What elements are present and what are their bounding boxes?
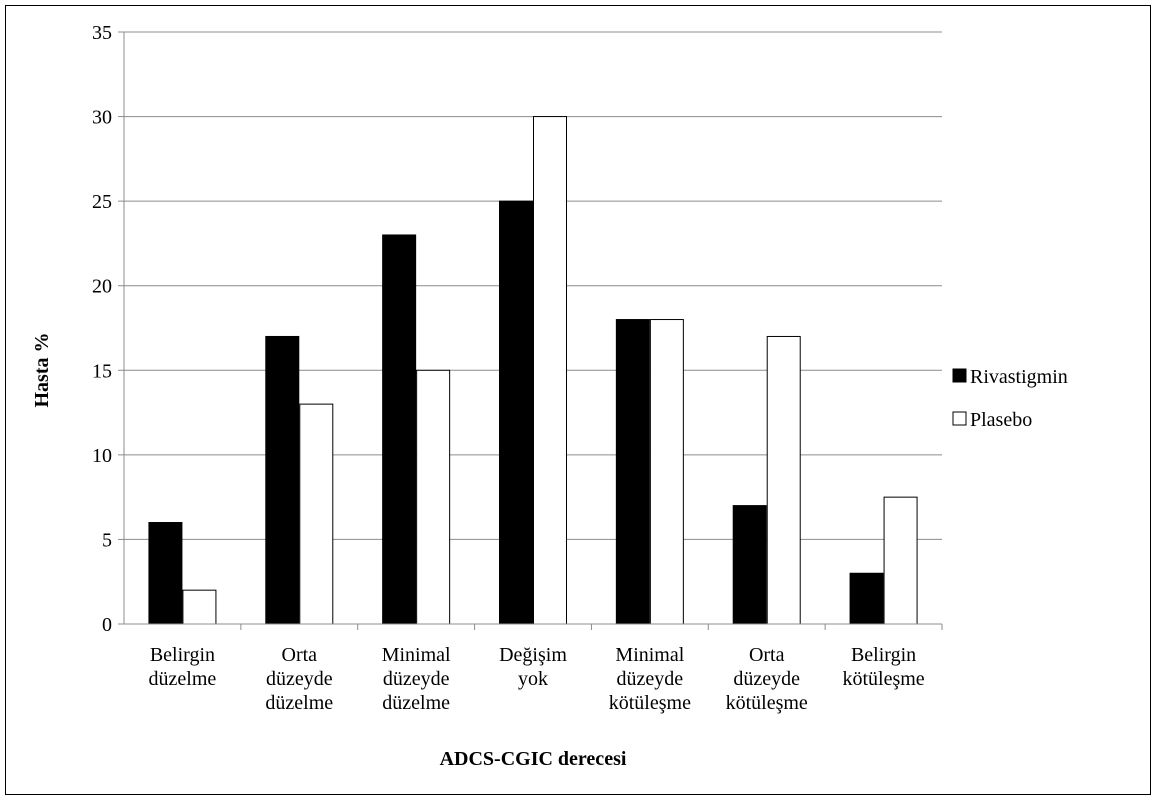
x-category-label: Minimal düzeyde kötüleşme <box>609 644 691 714</box>
x-category-label-line: Orta <box>282 644 318 666</box>
bar-plasebo <box>416 369 451 625</box>
y-tick-label: 35 <box>92 22 112 44</box>
x-axis-title: ADCS-CGIC derecesi <box>440 748 627 770</box>
x-category-label-line: düzeyde <box>617 668 684 690</box>
x-category-label-line: Minimal <box>615 644 684 666</box>
bars <box>148 116 918 625</box>
x-category-label-line: Belirgin <box>150 644 215 666</box>
y-tick-label: 5 <box>102 529 112 551</box>
y-tick-label: 30 <box>92 107 112 129</box>
x-category-label-line: düzeyde <box>383 668 450 690</box>
x-category-label-line: kötüleşme <box>609 692 691 714</box>
bar-plasebo <box>533 116 567 625</box>
bar-rivastigmin <box>499 200 533 625</box>
x-category-label: Belirgin kötüleşme <box>842 644 924 690</box>
x-category-label-line: Orta <box>749 644 785 666</box>
y-tick-label: 20 <box>92 276 112 298</box>
legend-label-rivastigmin: Rivastigmin <box>970 366 1068 388</box>
x-category-label-line: düzeyde <box>266 668 333 690</box>
y-axis-title: Hasta % <box>31 333 53 408</box>
x-category-label-line: kötüleşme <box>842 668 924 690</box>
x-category-label-line: düzelme <box>265 692 333 714</box>
bar-rivastigmin <box>148 522 183 625</box>
x-category-label-line: düzeyde <box>733 668 800 690</box>
bar-rivastigmin <box>265 335 300 625</box>
axes <box>118 31 943 630</box>
y-tick-label: 15 <box>92 360 112 382</box>
x-category-label-line: kötüleşme <box>726 692 808 714</box>
x-category-label: Değişim yok <box>499 644 567 690</box>
x-category-label-line: yok <box>518 668 548 690</box>
bar-plasebo <box>766 335 801 625</box>
chart-frame <box>5 5 1151 795</box>
legend: Rivastigmin Plasebo <box>952 366 1068 431</box>
x-category-label-line: Belirgin <box>851 644 916 666</box>
legend-swatch-plasebo <box>952 411 967 426</box>
x-category-label-line: düzelme <box>149 668 217 690</box>
bar-rivastigmin <box>615 319 650 625</box>
bar-rivastigmin <box>849 572 884 625</box>
bar-rivastigmin <box>732 505 767 625</box>
x-category-label-line: Minimal <box>382 644 451 666</box>
y-tick-label: 25 <box>92 191 112 213</box>
bar-plasebo <box>299 403 334 625</box>
bar-plasebo <box>883 496 918 625</box>
y-tick-label: 10 <box>92 445 112 467</box>
x-category-label: Belirgin düzelme <box>149 644 217 690</box>
y-tick-label: 0 <box>102 614 112 636</box>
x-category-label: Orta düzeyde kötüleşme <box>726 644 808 714</box>
x-category-label-line: düzelme <box>382 692 450 714</box>
x-category-label-line: Değişim <box>499 644 567 666</box>
legend-label-plasebo: Plasebo <box>970 409 1032 431</box>
y-tick-labels: 0 5 10 15 20 25 30 35 <box>92 22 112 636</box>
bar-rivastigmin <box>382 234 417 625</box>
x-category-label: Minimal düzeyde düzelme <box>382 644 451 714</box>
bar-plasebo <box>649 319 684 625</box>
legend-swatch-rivastigmin <box>952 368 967 383</box>
x-category-label: Orta düzeyde düzelme <box>265 644 333 714</box>
bar-plasebo <box>182 589 217 625</box>
